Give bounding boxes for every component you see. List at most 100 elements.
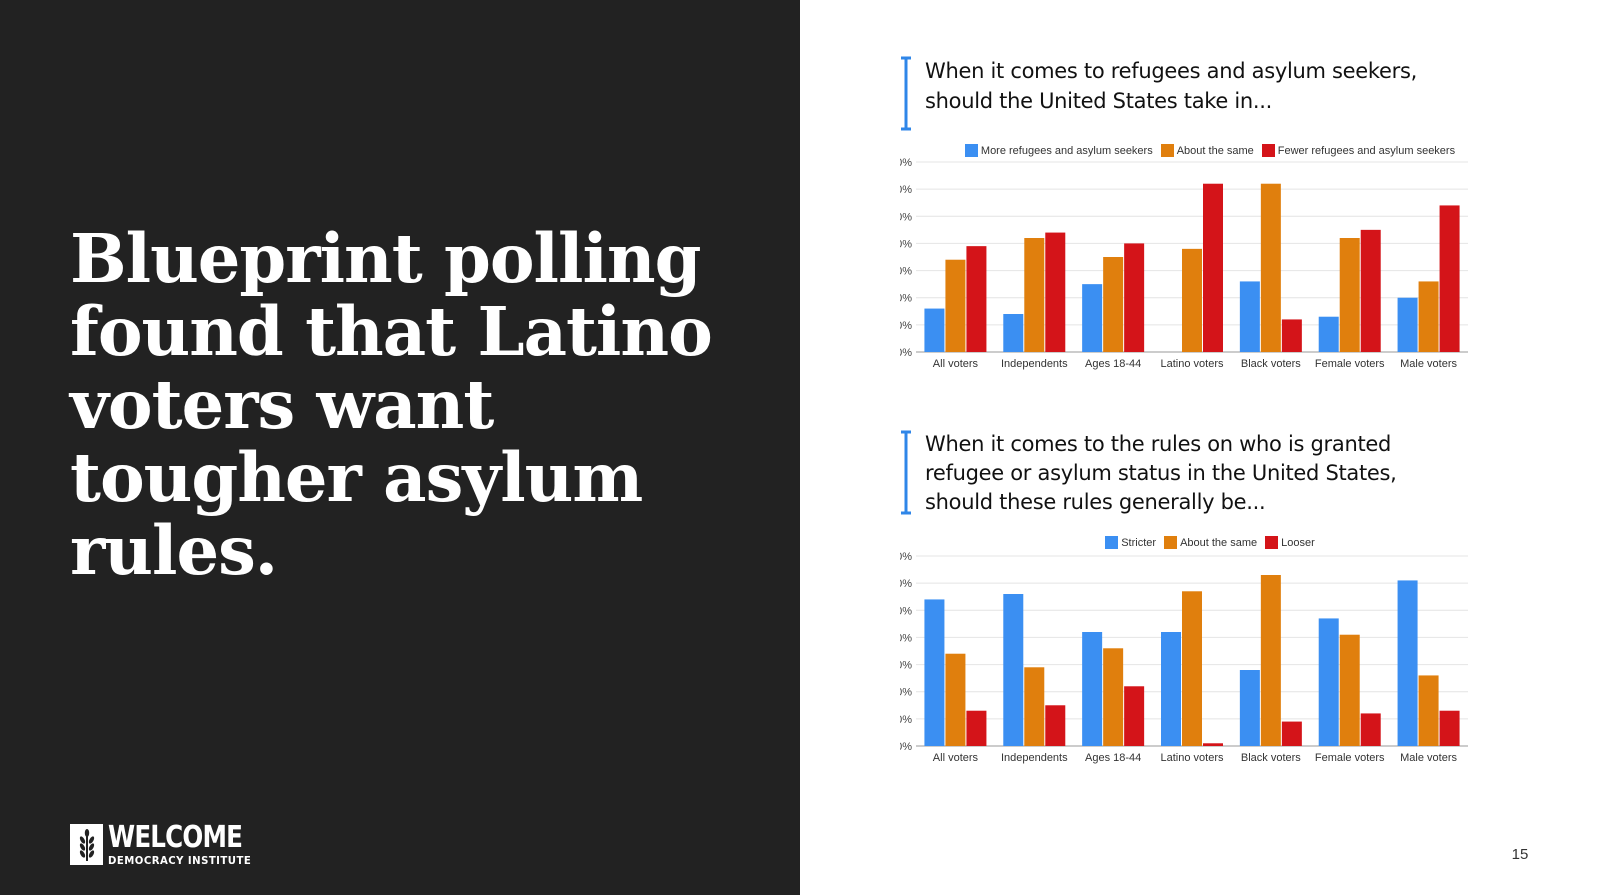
bar xyxy=(1239,670,1260,746)
question-line: should the United States take in... xyxy=(925,89,1273,113)
legend-item: Looser xyxy=(1265,536,1315,549)
legend-item: About the same xyxy=(1164,536,1257,549)
legend-swatch xyxy=(1164,536,1178,549)
legend-swatch xyxy=(1105,536,1119,549)
left-panel: Blueprint polling found that Latino vote… xyxy=(0,0,800,895)
bar xyxy=(1203,743,1223,746)
y-tick-label: 20% xyxy=(900,687,912,699)
bar xyxy=(1045,232,1066,352)
y-tick-label: 40% xyxy=(900,238,912,250)
bar xyxy=(1239,281,1260,352)
bar xyxy=(1024,667,1045,746)
bar xyxy=(1397,297,1418,352)
chart-legend: Stricter About the same Looser xyxy=(900,536,1520,549)
bar xyxy=(1203,183,1223,352)
bar xyxy=(1281,721,1302,746)
x-tick-label: Male voters xyxy=(1400,358,1457,370)
legend-item: Fewer refugees and asylum seekers xyxy=(1261,144,1456,157)
y-tick-label: 50% xyxy=(900,605,912,617)
bar xyxy=(1024,238,1045,352)
chart-legend: More refugees and asylum seekers About t… xyxy=(900,144,1520,157)
legend-swatch xyxy=(1261,144,1275,157)
bar xyxy=(1439,710,1460,746)
bar xyxy=(945,259,966,352)
chart-question: When it comes to refugees and asylum see… xyxy=(925,56,1417,116)
bar xyxy=(924,308,945,352)
bar xyxy=(1360,229,1381,352)
y-tick-label: 50% xyxy=(900,211,912,223)
bar xyxy=(1281,319,1302,352)
question-bracket-icon xyxy=(901,430,911,515)
legend-label: Stricter xyxy=(1121,536,1157,549)
x-tick-label: Ages 18-44 xyxy=(1085,752,1141,764)
welcome-logo: WELCOME DEMOCRACY INSTITUTE xyxy=(70,819,272,867)
bar xyxy=(966,710,987,746)
bar xyxy=(1318,316,1339,352)
x-tick-label: Male voters xyxy=(1400,752,1457,764)
bar xyxy=(1339,634,1360,746)
x-tick-label: Black voters xyxy=(1241,752,1301,764)
bar xyxy=(1397,580,1418,746)
bar-plot: 0% 10% 20% 30% 40% 50% 60% 70% All voters Indepen… xyxy=(900,551,1468,764)
x-tick-label: Ages 18-44 xyxy=(1085,358,1141,370)
legend-item: About the same xyxy=(1160,144,1254,157)
bar xyxy=(1260,183,1281,352)
legend-item: More refugees and asylum seekers xyxy=(964,144,1153,157)
y-tick-label: 30% xyxy=(900,266,912,278)
legend-label: About the same xyxy=(1180,536,1258,549)
y-tick-label: 10% xyxy=(900,320,912,332)
y-tick-label: 60% xyxy=(900,578,912,590)
bar xyxy=(1003,314,1024,352)
page-number: 15 xyxy=(1511,846,1529,863)
question-line: When it comes to refugees and asylum see… xyxy=(925,59,1418,83)
legend-swatch xyxy=(1265,536,1279,549)
logo-subtitle: DEMOCRACY INSTITUTE xyxy=(108,853,252,867)
x-tick-label: All voters xyxy=(933,358,979,370)
bar-plot: 0% 10% 20% 30% 40% 50% 60% 70% All voters Indepen… xyxy=(900,157,1468,370)
x-tick-label: All voters xyxy=(933,752,979,764)
x-tick-label: Female voters xyxy=(1315,358,1385,370)
y-tick-label: 70% xyxy=(900,551,912,563)
asylum-rules-chart: When it comes to the rules on who is gra… xyxy=(900,430,1520,780)
y-tick-label: 30% xyxy=(900,660,912,672)
legend-label: Looser xyxy=(1281,536,1315,549)
bar xyxy=(1124,686,1145,746)
bar xyxy=(1082,284,1103,352)
legend-swatch xyxy=(1160,144,1174,157)
legend-label: Fewer refugees and asylum seekers xyxy=(1277,144,1456,157)
headline: Blueprint polling found that Latino vote… xyxy=(70,219,713,590)
x-tick-label: Black voters xyxy=(1241,358,1301,370)
bar xyxy=(1103,257,1124,352)
legend-item: Stricter xyxy=(1105,536,1156,549)
x-tick-label: Independents xyxy=(1001,752,1068,764)
bar xyxy=(1082,632,1103,746)
logo-name: WELCOME xyxy=(108,819,243,855)
question-bracket-icon xyxy=(901,56,911,131)
x-tick-label: Latino voters xyxy=(1161,752,1224,764)
y-tick-label: 0% xyxy=(900,741,912,753)
bar xyxy=(1418,675,1439,746)
y-tick-label: 70% xyxy=(900,157,912,169)
bar xyxy=(924,599,945,746)
bar xyxy=(1318,618,1339,746)
question-line: When it comes to the rules on who is gra… xyxy=(925,432,1392,456)
question-line: refugee or asylum status in the United S… xyxy=(925,461,1397,485)
bar xyxy=(1339,238,1360,352)
y-tick-label: 0% xyxy=(900,347,912,359)
bar xyxy=(1161,632,1181,746)
x-tick-label: Female voters xyxy=(1315,752,1385,764)
y-tick-label: 40% xyxy=(900,632,912,644)
y-tick-label: 60% xyxy=(900,184,912,196)
bar xyxy=(1439,205,1460,352)
bar xyxy=(1260,575,1281,746)
bar xyxy=(966,246,987,352)
bar xyxy=(1182,591,1202,746)
bar xyxy=(1003,594,1024,746)
refugee-intake-chart: When it comes to refugees and asylum see… xyxy=(900,56,1520,386)
x-tick-label: Latino voters xyxy=(1161,358,1224,370)
wheat-logo-icon xyxy=(70,824,103,865)
legend-label: More refugees and asylum seekers xyxy=(980,144,1153,157)
bar xyxy=(1103,648,1124,746)
bar xyxy=(1182,248,1202,352)
legend-swatch xyxy=(964,144,978,157)
